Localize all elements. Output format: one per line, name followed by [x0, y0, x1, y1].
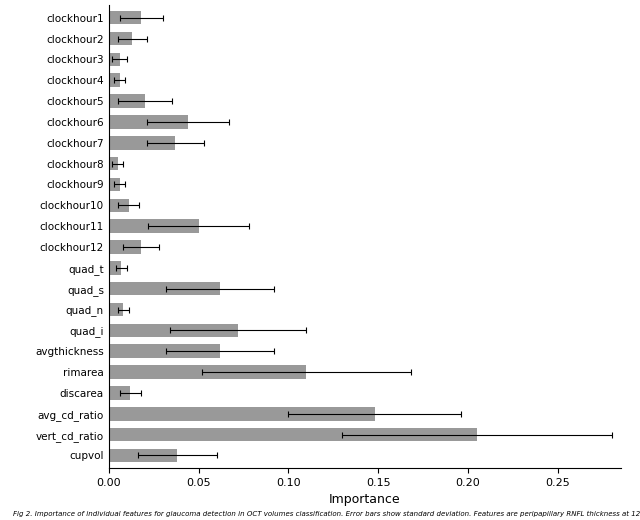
- Bar: [109, 303, 123, 316]
- Bar: [109, 386, 131, 400]
- Bar: [109, 219, 198, 233]
- Bar: [109, 94, 145, 108]
- Bar: [109, 449, 177, 462]
- Bar: [109, 282, 220, 295]
- Bar: [109, 11, 141, 24]
- Bar: [109, 157, 118, 171]
- Bar: [109, 199, 129, 212]
- Bar: [109, 323, 238, 337]
- Bar: [109, 115, 188, 129]
- Bar: [109, 261, 122, 275]
- Bar: [109, 407, 374, 421]
- X-axis label: Importance: Importance: [329, 493, 401, 506]
- Text: Fig 2. Importance of individual features for glaucoma detection in OCT volumes c: Fig 2. Importance of individual features…: [13, 511, 640, 517]
- Bar: [109, 240, 141, 254]
- Bar: [109, 136, 175, 150]
- Bar: [109, 53, 120, 66]
- Bar: [109, 366, 307, 379]
- Bar: [109, 178, 120, 191]
- Bar: [109, 344, 220, 358]
- Bar: [109, 73, 120, 87]
- Bar: [109, 32, 132, 45]
- Bar: [109, 428, 477, 441]
